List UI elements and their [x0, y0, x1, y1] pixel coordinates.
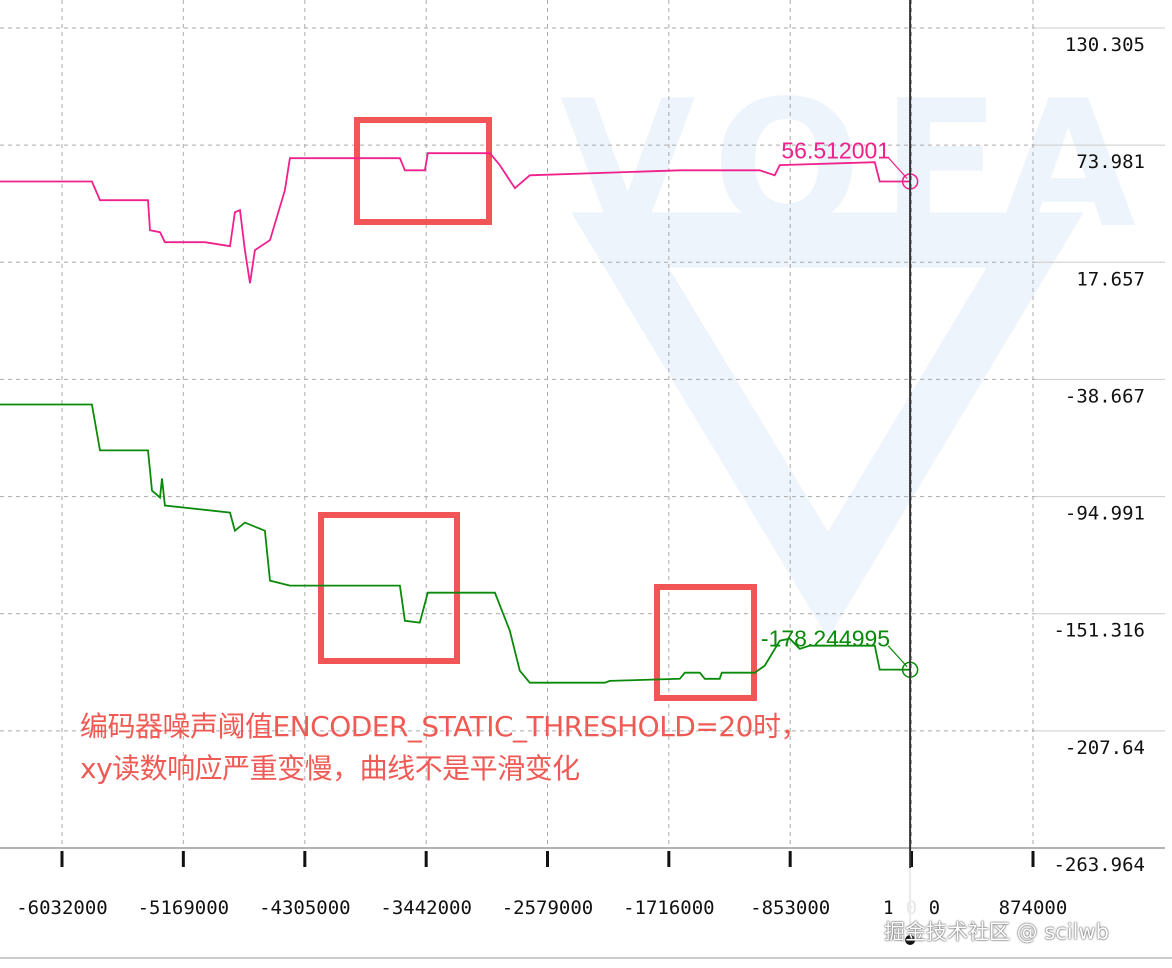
x-tick-label: -853000 [750, 897, 830, 919]
cursor-value-label-0: 56.512001 [781, 137, 890, 163]
y-tick-label: -38.667 [1065, 385, 1145, 407]
svg-text:VOFA: VOFA [560, 64, 1156, 267]
cursor-leader-0 [887, 157, 908, 179]
series-line-1 [0, 403, 911, 684]
vofa-watermark-logo: VOFA [560, 64, 1156, 639]
x-tick-label: -3442000 [380, 897, 472, 919]
cursor[interactable]: 56.512001 -178.244995 [761, 0, 931, 945]
annotation-line-2: xy读数响应严重变慢，曲线不是平滑变化 [80, 752, 580, 785]
x-tick-label: -2579000 [502, 897, 594, 919]
x-tick-label: -5169000 [138, 897, 230, 919]
site-watermark: 掘金技术社区 @ scilwb [884, 920, 1110, 944]
y-tick-label: 73.981 [1076, 151, 1145, 173]
y-tick-label: -207.64 [1065, 737, 1145, 759]
x-tick-label: 874000 [999, 897, 1068, 919]
series-lines [0, 152, 911, 684]
x-tick-label: -4305000 [259, 897, 351, 919]
annotation-boxes [318, 117, 757, 701]
annotation-box [354, 117, 492, 225]
x-tick-label: -6032000 [16, 897, 108, 919]
annotation-box [318, 512, 460, 664]
axes: 130.305 73.981 17.657 -38.667 -94.991 -151.31… [0, 34, 1172, 959]
annotation-line-1: 编码器噪声阈值ENCODER_STATIC_THRESHOLD=20时， [80, 710, 808, 743]
y-tick-label: 130.305 [1065, 34, 1145, 56]
annotation-text: 编码器噪声阈值ENCODER_STATIC_THRESHOLD=20时， xy读… [80, 706, 808, 790]
y-tick-label: -151.316 [1053, 620, 1145, 642]
series-line-0 [0, 152, 911, 284]
y-tick-label: -94.991 [1065, 503, 1145, 525]
cursor-handle-dot [905, 935, 916, 945]
x-tick-label: -1716000 [623, 897, 715, 919]
cursor-value-label-1: -178.244995 [761, 626, 890, 652]
y-tick-label: 17.657 [1076, 268, 1145, 290]
annotation-box [654, 584, 757, 701]
cursor-handle [892, 868, 931, 940]
cursor-leader-1 [887, 645, 908, 668]
y-tick-label: -263.964 [1053, 854, 1145, 876]
